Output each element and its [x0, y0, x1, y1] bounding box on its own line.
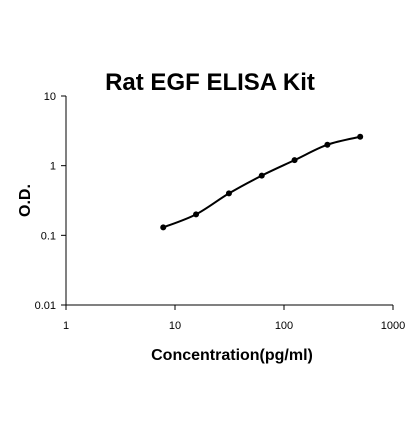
y-tick-label: 0.01: [35, 300, 56, 312]
chart-title: Rat EGF ELISA Kit: [105, 69, 315, 96]
x-axis-label: Concentration(pg/ml): [151, 347, 313, 364]
x-tick-label: 1: [63, 320, 69, 332]
data-point: [291, 157, 298, 164]
data-point: [258, 172, 265, 179]
x-tick-label: 100: [275, 320, 293, 332]
axes: [65, 96, 393, 306]
data-point: [193, 211, 200, 218]
y-tick-label: 10: [44, 91, 56, 103]
data-point: [160, 224, 167, 231]
x-tick-label: 10: [169, 320, 181, 332]
fit-curve: [162, 135, 361, 229]
x-tick-label: 1000: [381, 320, 405, 332]
y-tick-label: 1: [50, 161, 56, 173]
y-axis-label: O.D.: [17, 184, 34, 217]
data-points: [160, 133, 364, 231]
x-ticks: 1 10 100 1000: [63, 305, 405, 332]
y-tick-label: 0.1: [41, 230, 56, 242]
data-point: [357, 133, 364, 140]
data-point: [324, 141, 331, 148]
data-point: [225, 190, 232, 197]
y-ticks: 0.01 0.1 1 10: [35, 91, 66, 312]
